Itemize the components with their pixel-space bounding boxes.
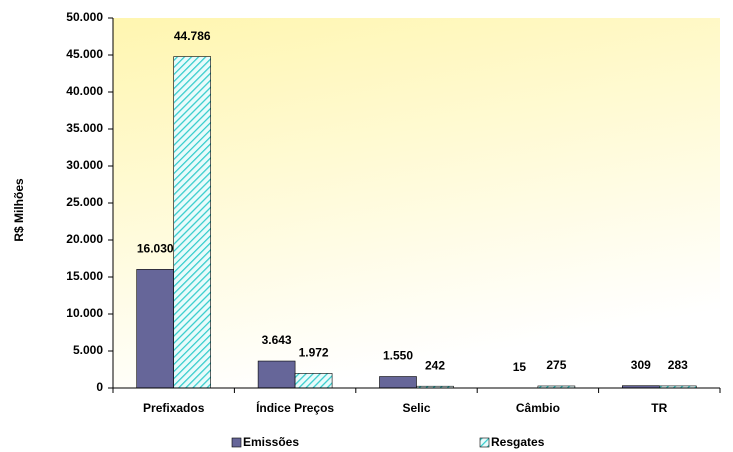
y-tick-label: 50.000: [66, 10, 103, 24]
y-tick-label: 40.000: [66, 84, 103, 98]
y-tick-label: 25.000: [66, 195, 103, 209]
y-tick-label: 0: [96, 380, 103, 394]
y-tick-label: 45.000: [66, 47, 103, 61]
y-tick-label: 20.000: [66, 232, 103, 246]
x-tick-label: Câmbio: [516, 401, 560, 415]
y-axis-title: R$ Milhões: [12, 178, 26, 242]
value-label: 1.972: [299, 346, 329, 360]
y-tick-label: 35.000: [66, 121, 103, 135]
value-label: 1.550: [383, 349, 413, 363]
x-tick-label: Índice Preços: [256, 400, 334, 415]
y-tick-label: 5.000: [73, 343, 103, 357]
bar: [379, 376, 417, 389]
x-tick-label: Prefixados: [143, 401, 205, 415]
value-label: 309: [631, 358, 651, 372]
value-label: 15: [513, 360, 527, 374]
legend-swatch: [231, 437, 242, 448]
bar: [136, 269, 174, 389]
x-tick-label: TR: [651, 401, 667, 415]
value-label: 16.030: [137, 242, 174, 256]
value-label: 242: [425, 358, 445, 372]
bar: [173, 56, 211, 389]
bar: [294, 373, 333, 389]
bar: [257, 360, 296, 389]
legend-label: Emissões: [243, 435, 299, 449]
value-label: 44.786: [174, 29, 211, 43]
legend-swatch: [479, 437, 490, 448]
y-tick-label: 15.000: [66, 269, 103, 283]
value-label: 283: [668, 358, 688, 372]
plot-area: [113, 18, 720, 388]
x-tick-label: Selic: [402, 401, 430, 415]
legend-label: Resgates: [491, 435, 545, 449]
value-label: 3.643: [262, 333, 292, 347]
y-tick-label: 10.000: [66, 306, 103, 320]
value-label: 275: [546, 358, 566, 372]
y-tick-label: 30.000: [66, 158, 103, 172]
